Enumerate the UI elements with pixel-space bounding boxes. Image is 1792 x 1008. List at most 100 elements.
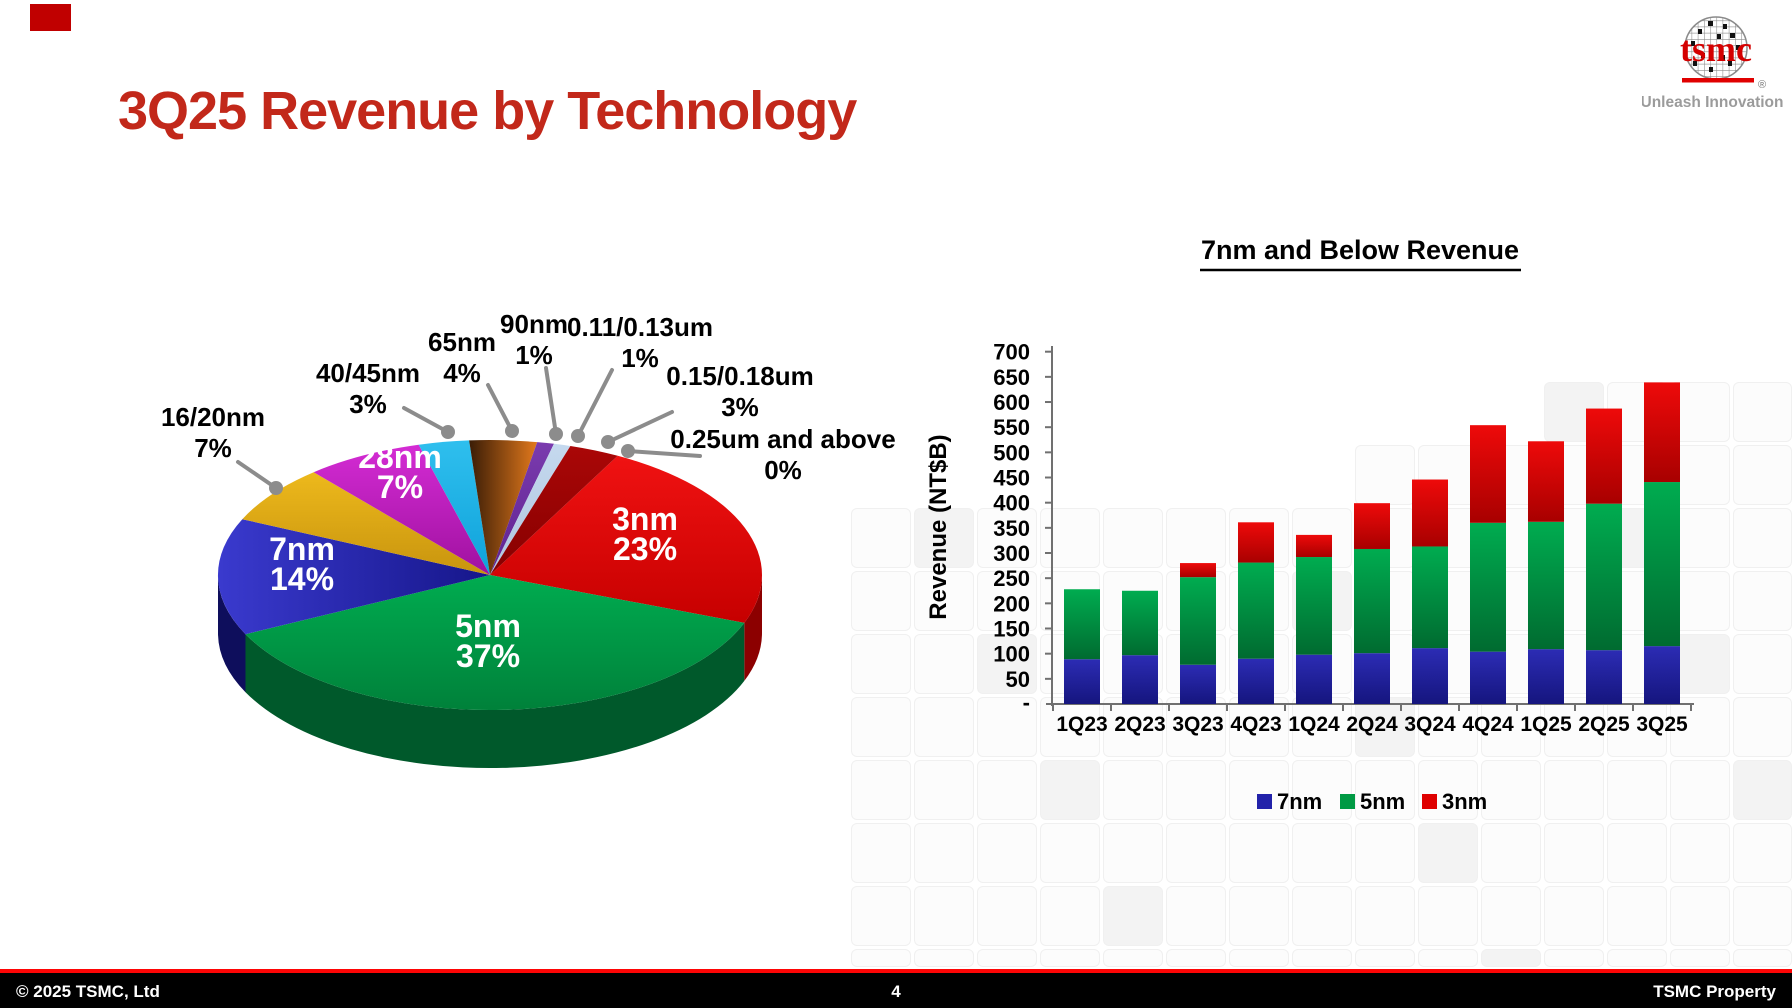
footer-copyright: © 2025 TSMC, Ltd [16, 982, 160, 1001]
pie-callout-line-0.15/0.18um [606, 410, 674, 444]
pie-label-7nm: 7nm [269, 531, 335, 567]
background-tile [1355, 949, 1415, 967]
pie-slice-16/20nm [242, 472, 490, 575]
x-category-label: 2Q23 [1114, 713, 1165, 736]
background-tile [1040, 823, 1100, 883]
background-tile [1481, 760, 1541, 820]
background-tile [1481, 697, 1541, 757]
tsmc-wordmark: tsmc [1680, 29, 1752, 69]
pie-value-65nm: 4% [443, 358, 481, 388]
background-tile [1103, 760, 1163, 820]
background-tile [1481, 823, 1541, 883]
background-tile [1418, 823, 1478, 883]
page-title: 3Q25 Revenue by Technology [118, 81, 857, 141]
background-tile [1103, 697, 1163, 757]
background-tile [1040, 508, 1100, 568]
pie-label-16/20nm: 16/20nm [161, 402, 265, 432]
background-tile [1418, 697, 1478, 757]
background-tile [1607, 886, 1667, 946]
background-tile [1607, 823, 1667, 883]
background-tile [1481, 886, 1541, 946]
x-category-label: 3Q25 [1636, 713, 1688, 736]
pie-slice-3nm [490, 455, 762, 623]
x-category-label: 1Q24 [1288, 713, 1340, 736]
pie-value-5nm: 37% [456, 638, 520, 674]
background-tile [914, 949, 974, 967]
x-category-label: 2Q25 [1578, 713, 1630, 736]
legend-label-5nm: 5nm [1360, 789, 1405, 814]
bar-segment-5nm-2Q25 [1586, 503, 1622, 651]
bar-segment-3nm-3Q23 [1180, 563, 1216, 578]
background-tile [977, 949, 1037, 967]
bar-segment-7nm-4Q24 [1470, 651, 1506, 704]
bar-segment-3nm-1Q25 [1528, 441, 1564, 522]
x-category-label: 2Q24 [1346, 713, 1398, 736]
background-tile [1103, 949, 1163, 967]
pie-callout-line-16/20nm [236, 460, 278, 490]
background-tile [1670, 760, 1730, 820]
legend-swatch-7nm [1257, 794, 1272, 809]
pie-slice-0.15/0.18um [490, 446, 618, 575]
background-tile [914, 508, 974, 568]
background-tile [851, 949, 911, 967]
footer-bar: © 2025 TSMC, Ltd 4 TSMC Property [0, 969, 1792, 1008]
y-tick-label: 250 [993, 566, 1030, 591]
bar-segment-5nm-2Q24 [1354, 548, 1390, 654]
background-tile [914, 823, 974, 883]
background-tile [914, 760, 974, 820]
bar-segment-7nm-1Q25 [1528, 649, 1564, 704]
bar-segment-7nm-2Q24 [1354, 653, 1390, 704]
background-tile [1733, 886, 1792, 946]
background-tile [1166, 508, 1226, 568]
bar-segment-5nm-4Q23 [1238, 562, 1274, 659]
pie-value-0.11/0.13um: 1% [621, 343, 659, 373]
pie-value-90nm: 1% [515, 340, 553, 370]
background-tile [1355, 760, 1415, 820]
pie-callout-line-0.25um and above [626, 449, 702, 458]
background-tile [1733, 634, 1792, 694]
bar-segment-5nm-3Q24 [1412, 546, 1448, 649]
pie-slice-7nm [217, 519, 490, 635]
background-tile [1481, 949, 1541, 967]
bar-chart-title: 7nm and Below Revenue [1201, 235, 1519, 265]
background-tile [914, 886, 974, 946]
pie-label-90nm: 90nm [500, 309, 568, 339]
background-tile [1607, 949, 1667, 967]
pie-slice-side-3nm [744, 575, 762, 681]
background-tile [1292, 949, 1352, 967]
pie-value-16/20nm: 7% [194, 433, 232, 463]
background-tile [1040, 697, 1100, 757]
bar-segment-3nm-4Q24 [1470, 425, 1506, 523]
bar-y-axis-label: Revenue (NT$B) [925, 434, 952, 619]
background-tile [851, 823, 911, 883]
bar-segment-3nm-2Q25 [1586, 408, 1622, 504]
y-tick-label: 150 [993, 617, 1030, 642]
pie-callout-dot-0.11/0.13um [571, 429, 585, 443]
pie-label-3nm: 3nm [612, 501, 678, 537]
background-tile [1040, 886, 1100, 946]
pie-slice-side-7nm [217, 575, 246, 693]
x-category-label: 4Q23 [1230, 713, 1281, 736]
background-tile [1544, 886, 1604, 946]
pie-top-faces [217, 440, 762, 711]
x-category-label: 1Q23 [1056, 713, 1107, 736]
background-tile [977, 886, 1037, 946]
x-category-label: 1Q25 [1520, 713, 1572, 736]
y-tick-label: 50 [1006, 667, 1030, 692]
background-tile [851, 508, 911, 568]
background-tile [1544, 823, 1604, 883]
background-tile [977, 571, 1037, 631]
x-category-label: 4Q24 [1462, 713, 1514, 736]
background-tile [1229, 697, 1289, 757]
bar-segment-3nm-3Q24 [1412, 479, 1448, 547]
background-tile [1733, 760, 1792, 820]
y-tick-label: 500 [993, 440, 1030, 465]
background-tile [914, 571, 974, 631]
background-tile [1670, 823, 1730, 883]
footer-property: TSMC Property [1653, 982, 1776, 1001]
background-tile [1229, 823, 1289, 883]
pie-slice-side-5nm [245, 622, 745, 769]
bar-segment-7nm-1Q24 [1296, 654, 1332, 704]
